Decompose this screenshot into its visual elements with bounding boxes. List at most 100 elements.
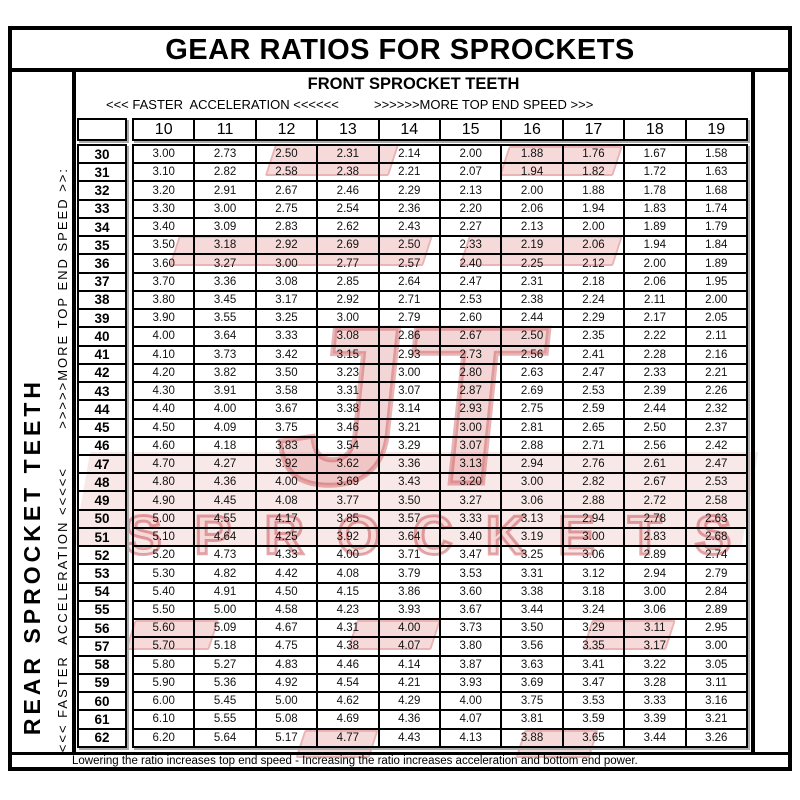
rear-teeth-row: 49 [77, 490, 127, 511]
ratio-cell: 1.82 [561, 162, 626, 183]
rear-sprocket-axis-label: REAR SPROCKET TEETH [14, 366, 50, 748]
ratio-cell: 2.13 [438, 180, 503, 201]
rear-teeth-row: 44 [77, 399, 127, 420]
ratio-cell: 3.19 [500, 526, 564, 548]
ratio-cell: 2.37 [684, 417, 749, 438]
rear-teeth-row: 30 [77, 143, 127, 165]
ratio-cell: 2.91 [193, 180, 257, 201]
ratio-row: 4.30 3.91 3.58 3.31 3.07 2.87 2.69 2.53 2.39 2.26 [131, 381, 749, 402]
rear-axis-top-note: >>>>>MORE TOP END SPEED >>: [54, 132, 71, 464]
ratio-cell: 3.00 [623, 581, 687, 602]
ratio-cell: 2.53 [684, 472, 749, 493]
ratio-cell: 5.10 [131, 526, 196, 548]
ratio-cell: 6.00 [131, 691, 196, 712]
ratio-cell: 5.30 [131, 563, 196, 584]
ratio-cell: 2.40 [438, 253, 503, 274]
ratio-cell: 2.47 [684, 453, 749, 475]
ratio-cell: 2.79 [377, 308, 441, 329]
ratio-cell: 2.27 [438, 216, 503, 238]
ratio-cell: 2.22 [623, 326, 687, 347]
ratio-cell: 3.00 [316, 308, 380, 329]
ratio-cell: 1.88 [561, 180, 626, 201]
ratio-cell: 2.46 [316, 180, 380, 201]
ratio-cell: 2.85 [316, 271, 380, 292]
front-teeth-header-cell: 19 [684, 118, 749, 141]
rear-teeth-row: 56 [77, 618, 127, 639]
rear-teeth-row: 59 [77, 672, 127, 694]
ratio-row: 5.50 5.00 4.58 4.23 3.93 3.67 3.44 3.24 3.06 2.89 [131, 599, 749, 621]
ratio-cell: 2.81 [500, 417, 564, 438]
ratio-cell: 3.18 [561, 581, 626, 602]
ratio-cell: 3.40 [131, 216, 196, 238]
ratio-cell: 4.00 [131, 326, 196, 347]
ratio-cell: 3.47 [438, 545, 503, 566]
ratio-row: 5.40 4.91 4.50 4.15 3.86 3.60 3.38 3.18 3.00 2.84 [131, 581, 749, 602]
rear-teeth-row: 39 [77, 308, 127, 329]
rear-teeth-cell: 45 [77, 417, 127, 438]
rear-teeth-row: 34 [77, 216, 127, 238]
ratio-cell: 3.36 [377, 453, 441, 475]
ratio-cell: 3.10 [131, 162, 196, 183]
rear-teeth-cell: 50 [77, 508, 127, 529]
ratio-cell: 2.31 [500, 271, 564, 292]
ratio-cell: 3.11 [684, 672, 749, 694]
ratio-cell: 4.36 [377, 709, 441, 730]
rear-teeth-cell: 55 [77, 599, 127, 621]
ratio-cell: 3.64 [377, 526, 441, 548]
ratio-row: 5.90 5.36 4.92 4.54 4.21 3.93 3.69 3.47 3.28 3.11 [131, 672, 749, 694]
ratio-cell: 3.60 [131, 253, 196, 274]
ratio-cell: 2.82 [561, 472, 626, 493]
table-body-strip: 30 31 32 33 34 35 36 37 38 39 40 41 42 43 44 45 46 47 48 49… [77, 143, 749, 748]
ratio-cell: 3.77 [316, 490, 380, 511]
ratio-cell: 3.17 [254, 289, 319, 311]
ratio-row: 3.60 3.27 3.00 2.77 2.57 2.40 2.25 2.12 2.00 1.89 [131, 253, 749, 274]
ratio-cell: 3.50 [500, 618, 564, 639]
ratio-cell: 2.35 [561, 326, 626, 347]
ratio-cell: 2.94 [623, 563, 687, 584]
ratio-cell: 2.17 [623, 308, 687, 329]
ratio-cell: 3.43 [377, 472, 441, 493]
ratio-row: 3.50 3.18 2.92 2.69 2.50 2.33 2.19 2.06 1.94 1.84 [131, 235, 749, 256]
rear-teeth-cell: 60 [77, 691, 127, 712]
rear-teeth-row: 46 [77, 435, 127, 456]
ratio-cell: 3.69 [316, 472, 380, 493]
ratio-cell: 2.59 [561, 399, 626, 420]
ratio-cell: 2.83 [623, 526, 687, 548]
rear-teeth-row: 61 [77, 709, 127, 730]
ratio-cell: 5.18 [193, 636, 257, 657]
ratio-cell: 2.20 [438, 198, 503, 219]
ratio-cell: 2.58 [254, 162, 319, 183]
ratio-row: 6.20 5.64 5.17 4.77 4.43 4.13 3.88 3.65 3.44 3.26 [131, 727, 749, 748]
ratio-cell: 2.07 [438, 162, 503, 183]
ratio-cell: 3.00 [500, 472, 564, 493]
ratio-cell: 3.20 [131, 180, 196, 201]
ratio-row: 5.80 5.27 4.83 4.46 4.14 3.87 3.63 3.41 3.22 3.05 [131, 654, 749, 675]
ratio-cell: 2.86 [377, 326, 441, 347]
ratio-cell: 3.12 [561, 563, 626, 584]
ratio-cell: 5.17 [254, 727, 319, 748]
ratio-cell: 3.62 [316, 453, 380, 475]
ratio-cell: 3.58 [254, 381, 319, 402]
ratio-cell: 4.42 [254, 563, 319, 584]
ratio-row: 4.80 4.36 4.00 3.69 3.43 3.20 3.00 2.82 2.67 2.53 [131, 472, 749, 493]
ratio-cell: 3.64 [193, 326, 257, 347]
ratio-cell: 4.21 [377, 672, 441, 694]
rear-teeth-cell: 30 [77, 143, 127, 165]
ratio-cell: 2.50 [254, 143, 319, 165]
ratio-cell: 3.08 [254, 271, 319, 292]
ratio-cell: 2.89 [623, 545, 687, 566]
ratio-cell: 4.07 [377, 636, 441, 657]
ratio-cell: 2.44 [500, 308, 564, 329]
ratio-cell: 2.56 [623, 435, 687, 456]
ratio-cell: 1.94 [561, 198, 626, 219]
ratio-cell: 3.29 [377, 435, 441, 456]
rear-teeth-row: 50 [77, 508, 127, 529]
chart-frame: JT SPROCKETS GEAR RATIOS FOR SPROCKETS R… [8, 26, 792, 771]
ratio-cell: 1.67 [623, 143, 687, 165]
ratio-cell: 3.09 [193, 216, 257, 238]
ratio-cell: 2.64 [377, 271, 441, 292]
corner-cell [77, 118, 127, 141]
table-frame: FRONT SPROCKET TEETH <<< FASTER ACCELERA… [72, 72, 755, 752]
rear-teeth-cell: 32 [77, 180, 127, 201]
ratio-cell: 3.29 [561, 618, 626, 639]
